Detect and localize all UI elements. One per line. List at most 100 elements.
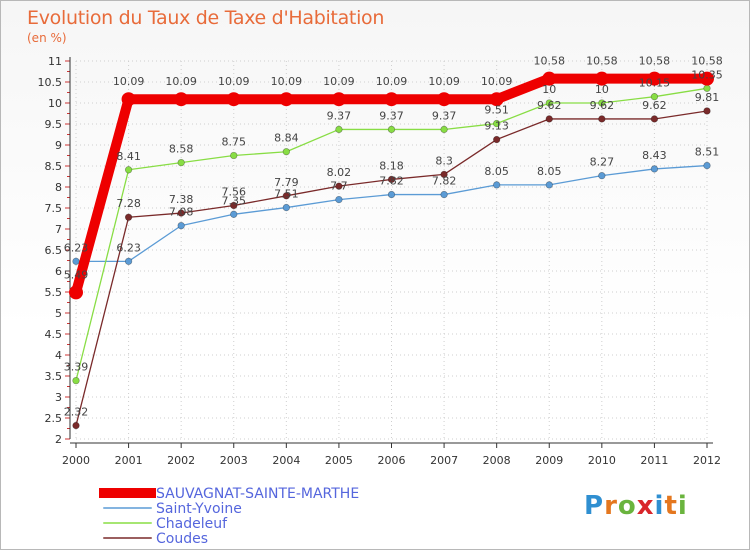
y-tick-label: 10	[48, 97, 62, 110]
data-point-2	[493, 119, 501, 128]
y-tick-label: 8	[55, 181, 62, 194]
x-tick-label: 2005	[325, 454, 353, 467]
data-label: 10	[595, 83, 609, 96]
x-tick-label: 2001	[115, 454, 143, 467]
data-point-3	[545, 115, 553, 123]
x-tick-label: 2006	[378, 454, 406, 467]
data-label: 9.37	[432, 109, 457, 122]
data-label: 10.09	[376, 75, 408, 88]
data-point-3	[598, 115, 606, 123]
data-point-2	[598, 99, 606, 107]
x-tick-label: 2011	[640, 454, 668, 467]
x-tick-label: 2004	[272, 454, 300, 467]
data-label: 8.43	[642, 149, 667, 162]
data-point-0	[542, 71, 557, 86]
data-point-1	[545, 181, 553, 189]
data-label: 10.09	[323, 75, 355, 88]
data-point-1	[703, 161, 711, 170]
chart-title: Evolution du Taux de Taxe d'Habitation	[27, 7, 385, 29]
data-point-3	[124, 213, 133, 221]
data-label: 10.58	[691, 55, 723, 68]
data-label: 7.79	[274, 176, 299, 189]
data-label: 5.49	[64, 268, 89, 281]
data-point-0	[279, 92, 294, 107]
data-point-0	[437, 92, 452, 107]
data-label: 9.62	[642, 99, 667, 112]
data-label: 8.84	[274, 132, 299, 145]
data-point-3	[335, 182, 343, 190]
data-point-1	[282, 203, 290, 212]
data-label: 6.23	[116, 241, 141, 254]
data-point-2	[177, 158, 185, 167]
axes: 2 2.5 3 3.5 4 4.5 5 5.5 6 6.5 7 7.5 8 8.5 9 9.5 10 10.5 11…	[38, 55, 722, 467]
data-label: 8.51	[695, 146, 720, 159]
y-tick-label: 6	[55, 265, 62, 278]
data-label: 9.62	[537, 99, 562, 112]
data-point-1	[440, 190, 448, 199]
logo-letter: r	[604, 491, 618, 521]
data-point-0	[69, 285, 83, 300]
data-label: 10.58	[534, 55, 566, 68]
data-point-2	[335, 125, 343, 134]
data-label: 8.18	[379, 159, 404, 172]
data-point-1	[387, 190, 396, 199]
data-label: 8.75	[222, 136, 247, 149]
logo-letter: P	[584, 491, 605, 521]
data-label: 10	[542, 83, 556, 96]
y-tick-label: 4.5	[45, 328, 63, 341]
x-tick-label: 2007	[430, 454, 458, 467]
y-tick-label: 8.5	[45, 160, 63, 173]
data-label: 9.62	[590, 99, 615, 112]
data-point-2	[230, 151, 238, 160]
y-tick-label: 6.5	[45, 244, 63, 257]
data-label: 10.09	[113, 75, 145, 88]
data-label: 9.37	[379, 109, 404, 122]
x-tick-label: 2009	[535, 454, 563, 467]
y-tick-label: 2.5	[45, 412, 63, 425]
data-label: 10.58	[586, 55, 618, 68]
data-point-3	[72, 421, 80, 430]
y-tick-label: 2	[55, 433, 62, 446]
data-label: 7.08	[169, 206, 194, 219]
data-point-3	[230, 201, 238, 210]
data-label: 7.82	[432, 175, 457, 188]
x-tick-label: 2010	[588, 454, 616, 467]
y-tick-label: 5.5	[45, 286, 63, 299]
logo-letter: i	[677, 491, 688, 521]
data-label: 10.09	[481, 75, 513, 88]
data-point-2	[650, 93, 659, 101]
data-label: 6.23	[64, 241, 89, 254]
legend-label: Saint-Yvoine	[156, 501, 242, 517]
data-label: 10.09	[165, 75, 197, 88]
data-label: 9.37	[327, 109, 352, 122]
x-tick-label: 2008	[483, 454, 511, 467]
data-point-2	[124, 166, 133, 174]
legend: SAUVAGNAT-SAINTE-MARTHESaint-YvoineChade…	[99, 486, 359, 547]
data-label: 7.38	[169, 193, 194, 206]
data-label: 8.58	[169, 143, 194, 156]
legend-label: SAUVAGNAT-SAINTE-MARTHE	[156, 486, 359, 502]
data-point-3	[282, 192, 290, 200]
data-label: 10.35	[691, 68, 723, 81]
data-label: 10.09	[271, 75, 303, 88]
data-label: 3.39	[64, 361, 89, 374]
data-point-1	[598, 172, 606, 180]
data-point-1	[230, 210, 238, 218]
logo-letter: i	[654, 491, 665, 521]
y-tick-label: 4	[55, 349, 62, 362]
data-label: 10.58	[639, 55, 671, 68]
data-labels: 5.49 10.09 10.09 10.09 10.09 10.09 10.09 10.09 1…	[64, 55, 723, 419]
data-label: 7.35	[222, 194, 247, 207]
legend-label: Coudes	[156, 531, 208, 547]
data-point-2	[440, 125, 448, 134]
data-label: 2.32	[64, 406, 89, 419]
y-tick-label: 9.5	[45, 118, 63, 131]
data-point-1	[72, 257, 80, 265]
data-label: 10.09	[428, 75, 460, 88]
data-label: 9.51	[484, 104, 509, 117]
data-point-3	[650, 115, 659, 123]
data-point-3	[440, 170, 448, 179]
y-tick-label: 10.5	[38, 76, 63, 89]
data-point-2	[72, 376, 80, 385]
